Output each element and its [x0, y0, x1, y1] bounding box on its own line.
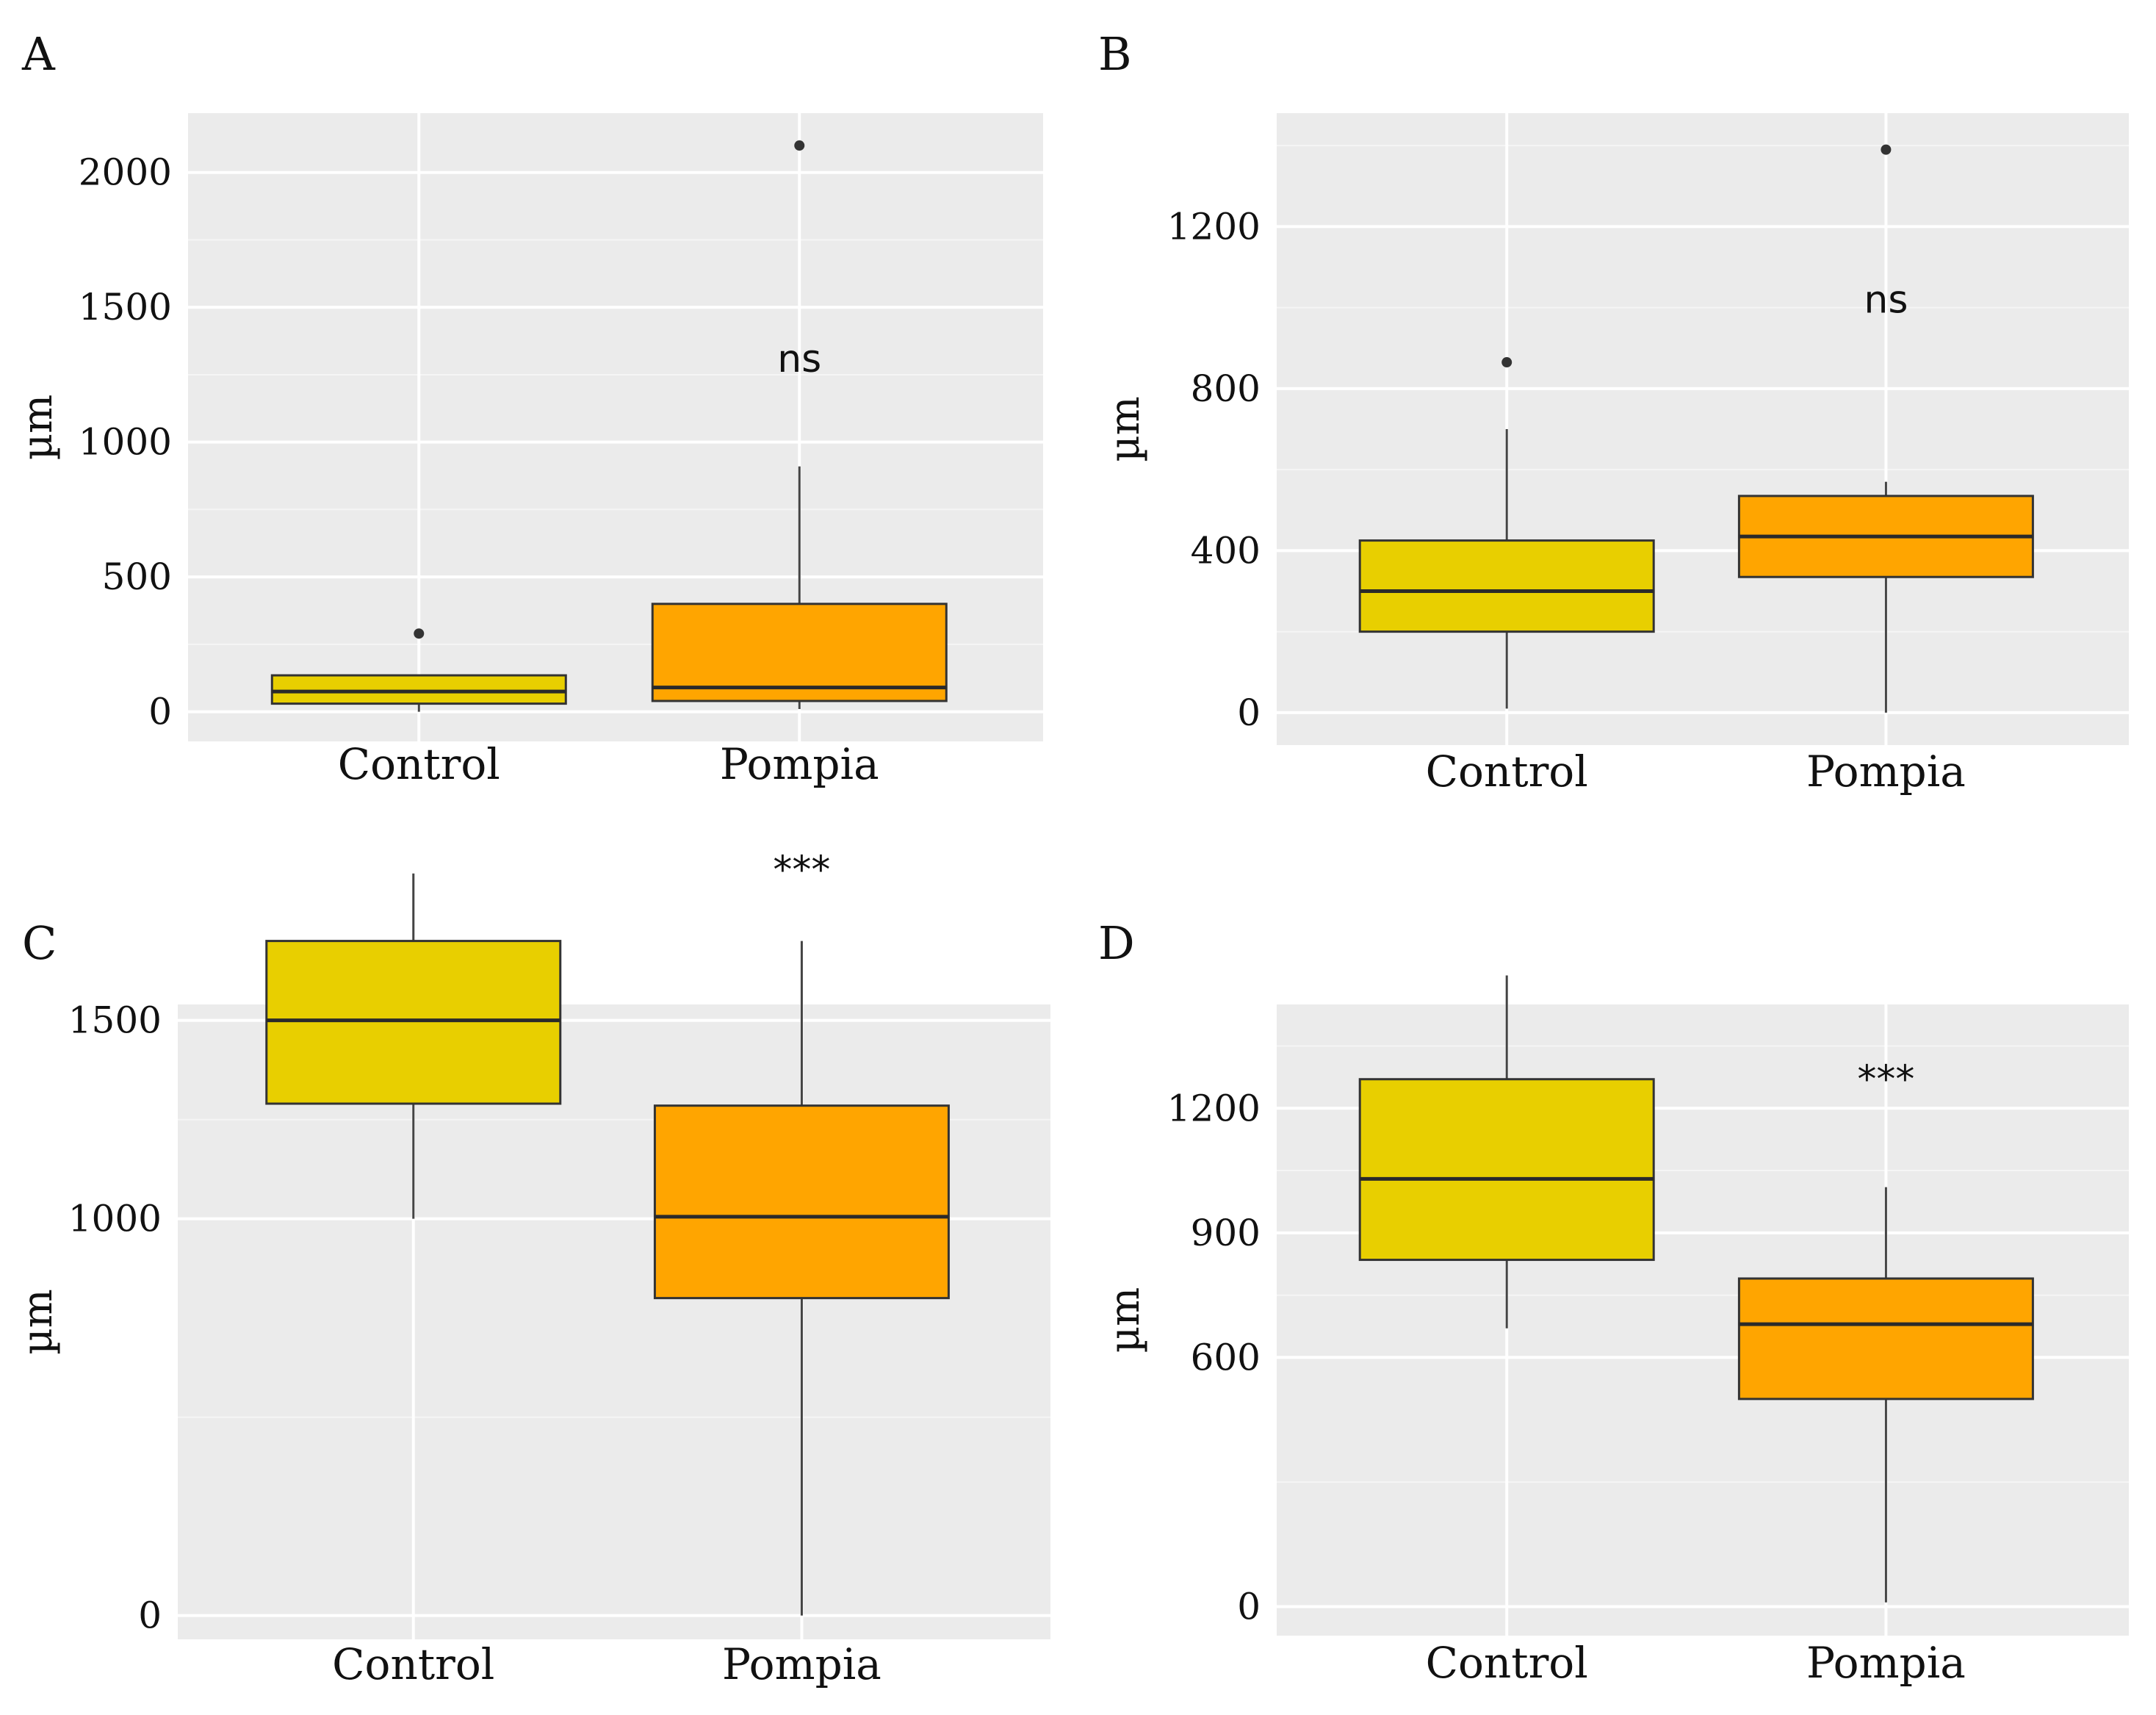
outlier-point: [1501, 357, 1513, 368]
x-category-label: Control: [332, 1639, 494, 1689]
box-iqr: [1358, 539, 1655, 633]
y-tick-label: 800: [1191, 367, 1261, 410]
panel-letter: D: [1098, 916, 1135, 970]
y-tick-label: 1500: [79, 286, 172, 328]
box-iqr: [265, 940, 562, 1105]
x-category-label: Control: [338, 739, 500, 789]
box-pompia: [1737, 144, 2034, 713]
box-control: [1358, 357, 1655, 709]
significance-annotation: ns: [777, 337, 821, 381]
box-control: [1358, 975, 1655, 1329]
box-iqr: [270, 674, 567, 705]
significance-annotation: ns: [1864, 278, 1908, 323]
y-tick-label: 0: [148, 691, 172, 733]
y-tick-label: 0: [1237, 1585, 1261, 1628]
y-tick-label: 2000: [79, 151, 172, 194]
y-axis-label: µm: [14, 395, 62, 461]
y-tick-label: 1200: [1167, 1087, 1261, 1129]
panel-b: 0 400 800 1200 Control Pompia ns µm B: [1098, 27, 2129, 797]
x-category-label: Pompia: [1806, 747, 1966, 797]
box-control: [270, 628, 567, 712]
panel-c: 0 1000 1500 Control Pompia *** µm C: [14, 848, 1050, 1689]
y-tick-label: 600: [1191, 1336, 1261, 1378]
box-pompia: [1737, 1187, 2034, 1603]
y-axis-label: µm: [14, 1289, 62, 1355]
x-category-label: Pompia: [720, 739, 879, 789]
x-category-label: Pompia: [722, 1639, 881, 1689]
y-tick-label: 0: [138, 1594, 162, 1637]
panel-letter: C: [22, 916, 57, 970]
box-iqr: [1737, 1277, 2034, 1401]
significance-annotation: ***: [773, 848, 830, 892]
box-pompia: [653, 941, 950, 1616]
y-axis-label: µm: [1101, 1287, 1149, 1353]
box-pompia: [651, 140, 948, 709]
y-tick-label: 1000: [68, 1198, 162, 1240]
y-tick-label: 1200: [1167, 205, 1261, 248]
panel-a: 0 500 1000 1500 2000 Control Pompia ns µm A: [14, 27, 1043, 789]
y-tick-label: 1500: [68, 999, 162, 1042]
y-tick-label: 500: [102, 556, 172, 598]
panel-d: 0 600 900 1200 Control Pompia *** µm D: [1098, 916, 2129, 1688]
plot-background: [1277, 113, 2129, 745]
box-iqr: [1358, 1078, 1655, 1262]
y-tick-label: 1000: [79, 421, 172, 464]
y-tick-label: 400: [1191, 529, 1261, 572]
significance-annotation: ***: [1857, 1058, 1914, 1102]
x-category-label: Pompia: [1806, 1638, 1966, 1688]
box-iqr: [651, 603, 948, 702]
panel-letter: A: [21, 27, 56, 81]
y-tick-label: 0: [1237, 691, 1261, 734]
panel-letter: B: [1098, 27, 1132, 81]
outlier-point: [414, 628, 425, 639]
y-axis-label: µm: [1101, 396, 1149, 462]
box-control: [265, 873, 562, 1219]
y-tick-label: 900: [1191, 1212, 1261, 1254]
x-category-label: Control: [1426, 1638, 1588, 1688]
box-iqr: [653, 1104, 950, 1300]
x-category-label: Control: [1426, 747, 1588, 797]
outlier-point: [794, 140, 805, 151]
outlier-point: [1881, 144, 1892, 155]
